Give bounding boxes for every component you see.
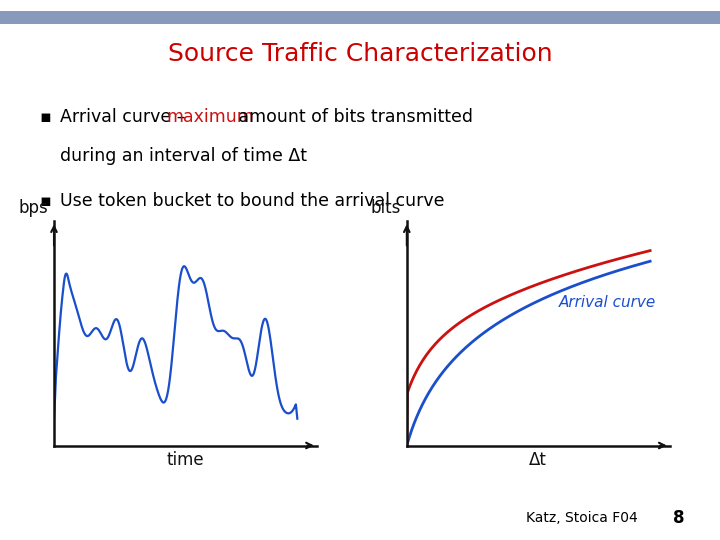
- Text: Arrival curve: Arrival curve: [559, 294, 657, 309]
- Text: Katz, Stoica F04: Katz, Stoica F04: [526, 511, 637, 525]
- Text: Arrival curve –: Arrival curve –: [60, 107, 191, 125]
- Text: 8: 8: [673, 509, 685, 528]
- Text: maximum: maximum: [166, 107, 254, 125]
- Text: ▪: ▪: [40, 192, 51, 210]
- Text: amount of bits transmitted: amount of bits transmitted: [233, 107, 472, 125]
- Text: Use token bucket to bound the arrival curve: Use token bucket to bound the arrival cu…: [60, 192, 444, 210]
- Text: during an interval of time Δt: during an interval of time Δt: [60, 147, 307, 165]
- Text: Source Traffic Characterization: Source Traffic Characterization: [168, 42, 552, 66]
- X-axis label: Δt: Δt: [529, 451, 547, 469]
- Y-axis label: bps: bps: [18, 199, 48, 217]
- X-axis label: time: time: [166, 451, 204, 469]
- Y-axis label: bits: bits: [371, 199, 401, 217]
- Text: ▪: ▪: [40, 107, 51, 125]
